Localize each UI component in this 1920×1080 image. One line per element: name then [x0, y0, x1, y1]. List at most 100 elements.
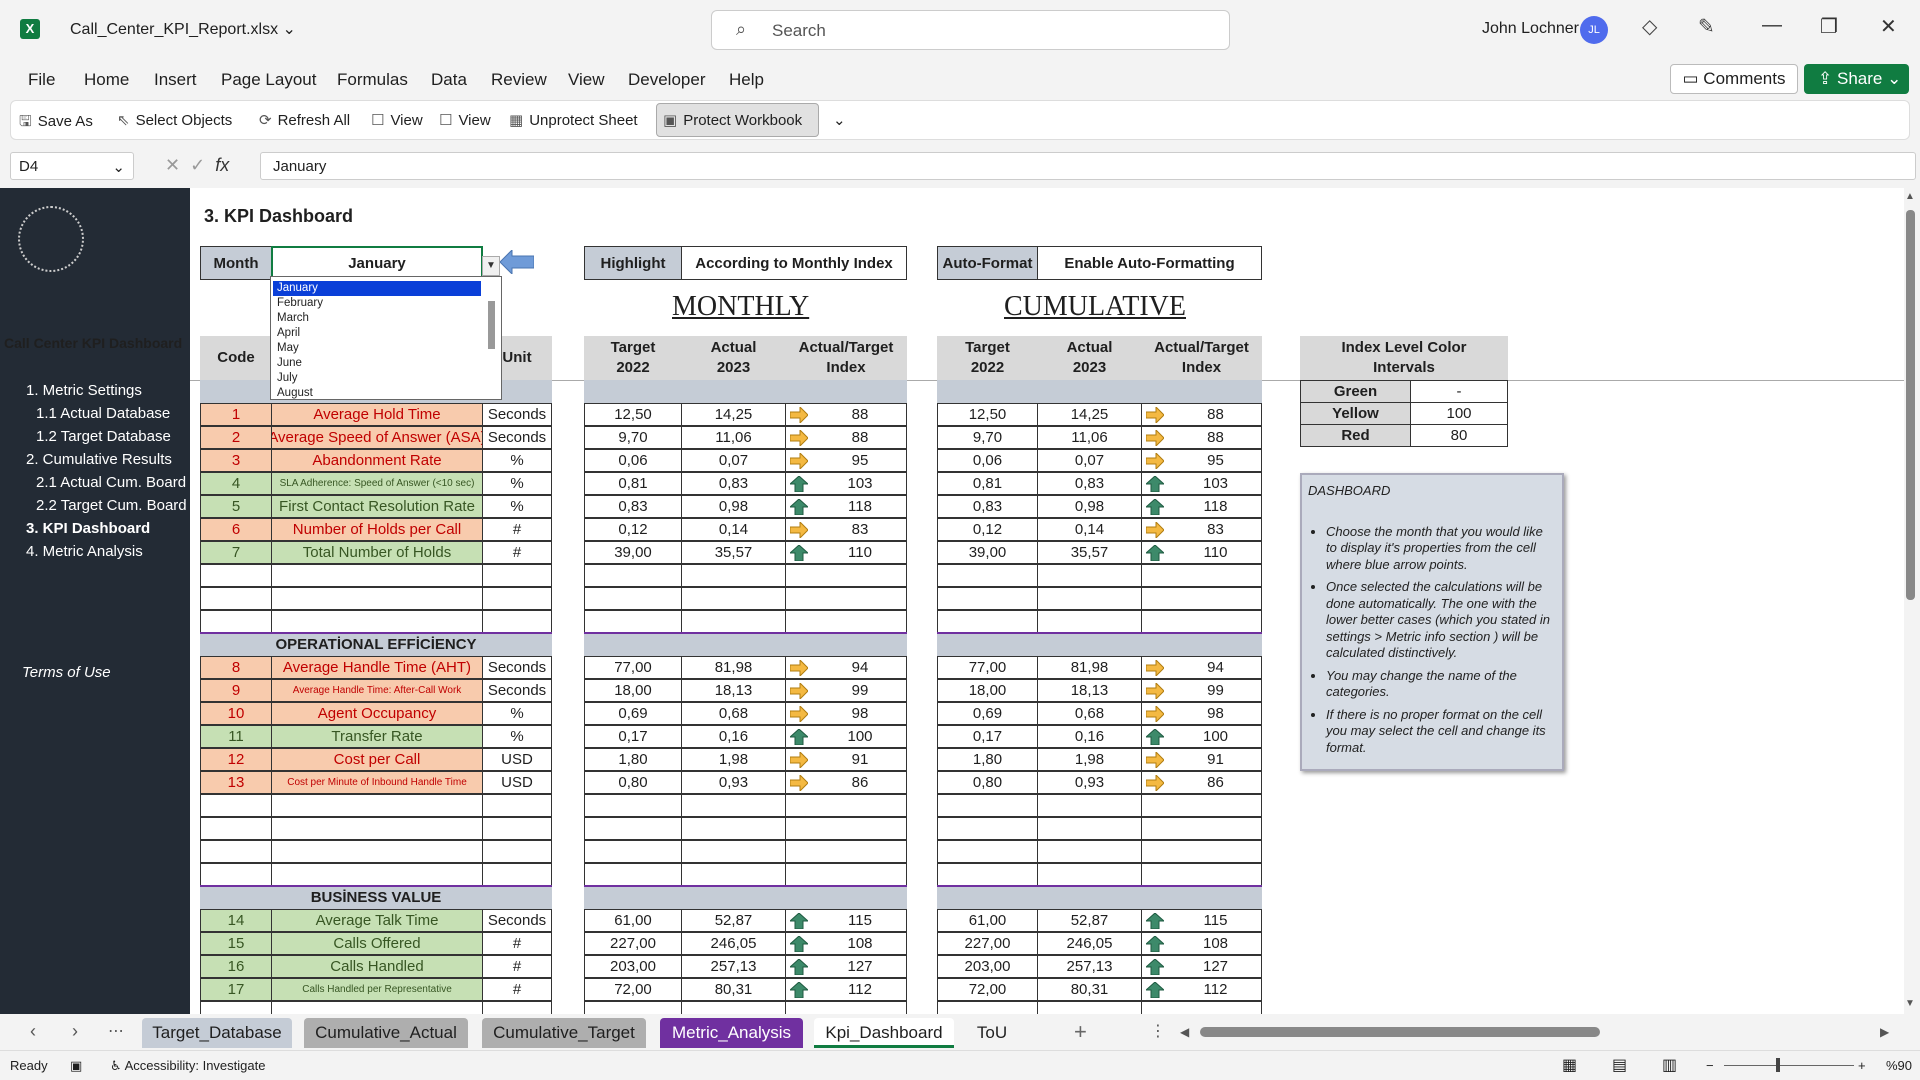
name-box[interactable]: D4 ⌄ — [10, 152, 134, 180]
empty-cell[interactable] — [681, 817, 786, 840]
nav-item-actual-database[interactable]: 1.1 Actual Database — [36, 405, 171, 422]
hscroll-left-icon[interactable]: ◀ — [1180, 1025, 1190, 1039]
empty-cell[interactable] — [1141, 610, 1262, 633]
fx-icon[interactable]: fx — [215, 155, 230, 175]
page-layout-view-icon[interactable]: ▤ — [1612, 1057, 1628, 1074]
dropdown-scrollbar[interactable] — [488, 301, 495, 349]
month-option-january[interactable]: January — [273, 281, 481, 296]
monthly-target[interactable]: 0,17 — [584, 725, 682, 748]
empty-cell[interactable] — [785, 610, 907, 633]
menu-home[interactable]: Home — [84, 70, 130, 89]
cum-actual[interactable]: 0,68 — [1037, 702, 1142, 725]
cum-target[interactable]: 39,00 — [937, 541, 1038, 564]
nav-item-cumulative-results[interactable]: 2. Cumulative Results — [26, 451, 172, 468]
monthly-target[interactable]: 0,12 — [584, 518, 682, 541]
cum-target[interactable]: 9,70 — [937, 426, 1038, 449]
cum-target[interactable]: 0,17 — [937, 725, 1038, 748]
empty-cell[interactable] — [681, 610, 786, 633]
empty-cell[interactable] — [937, 840, 1038, 863]
refresh-all-button[interactable]: ⟳ Refresh All — [259, 112, 351, 129]
monthly-target[interactable]: 12,50 — [584, 403, 682, 426]
interval-yellow-value[interactable]: 100 — [1410, 402, 1508, 425]
empty-cell[interactable] — [681, 587, 786, 610]
monthly-actual[interactable]: 0,07 — [681, 449, 786, 472]
comments-button[interactable]: ▭ Comments — [1670, 64, 1798, 94]
monthly-actual[interactable]: 11,06 — [681, 426, 786, 449]
close-button[interactable]: ✕ — [1880, 16, 1897, 38]
empty-cell[interactable] — [785, 794, 907, 817]
month-option-may[interactable]: May — [277, 342, 299, 354]
empty-cell[interactable] — [482, 564, 552, 587]
month-option-april[interactable]: April — [277, 327, 301, 339]
monthly-target[interactable]: 0,83 — [584, 495, 682, 518]
formula-input[interactable]: January — [260, 152, 1916, 180]
cum-target[interactable]: 203,00 — [937, 955, 1038, 978]
menu-file[interactable]: File — [28, 70, 56, 89]
monthly-target[interactable]: 72,00 — [584, 978, 682, 1001]
empty-cell[interactable] — [271, 794, 483, 817]
empty-cell[interactable] — [1037, 610, 1142, 633]
file-name[interactable]: Call_Center_KPI_Report.xlsx ⌄ — [70, 21, 296, 38]
menu-review[interactable]: Review — [491, 70, 547, 89]
monthly-actual[interactable]: 14,25 — [681, 403, 786, 426]
cum-target[interactable]: 61,00 — [937, 909, 1038, 932]
monthly-target[interactable]: 18,00 — [584, 679, 682, 702]
hscroll-right-icon[interactable]: ▶ — [1880, 1025, 1890, 1039]
monthly-actual[interactable]: 18,13 — [681, 679, 786, 702]
tab-cumulative-actual[interactable]: Cumulative_Actual — [304, 1018, 468, 1048]
empty-cell[interactable] — [200, 794, 272, 817]
empty-cell[interactable] — [785, 863, 907, 886]
empty-cell[interactable] — [200, 840, 272, 863]
empty-cell[interactable] — [200, 610, 272, 633]
empty-cell[interactable] — [200, 817, 272, 840]
empty-cell[interactable] — [1141, 794, 1262, 817]
dashboard-info-panel[interactable]: DASHBOARD Choose the month that you woul… — [1300, 473, 1564, 771]
month-option-february[interactable]: February — [277, 297, 324, 309]
empty-cell[interactable] — [785, 840, 907, 863]
empty-cell[interactable] — [1141, 564, 1262, 587]
menu-view[interactable]: View — [568, 70, 605, 89]
cum-target[interactable]: 18,00 — [937, 679, 1038, 702]
page-break-view-icon[interactable]: ▥ — [1662, 1057, 1678, 1074]
zoom-in-icon[interactable]: + — [1858, 1058, 1866, 1073]
zoom-slider-thumb[interactable] — [1776, 1058, 1780, 1072]
empty-cell[interactable] — [937, 564, 1038, 587]
empty-cell[interactable] — [482, 610, 552, 633]
month-option-march[interactable]: March — [277, 312, 309, 324]
empty-cell[interactable] — [937, 794, 1038, 817]
cum-actual[interactable]: 0,16 — [1037, 725, 1142, 748]
cum-actual[interactable]: 246,05 — [1037, 932, 1142, 955]
menu-page-layout[interactable]: Page Layout — [221, 70, 317, 89]
zoom-slider[interactable] — [1724, 1065, 1854, 1066]
cum-actual[interactable]: 0,14 — [1037, 518, 1142, 541]
enter-icon[interactable]: ✓ — [190, 155, 206, 175]
monthly-actual[interactable]: 0,93 — [681, 771, 786, 794]
cum-actual[interactable]: 80,31 — [1037, 978, 1142, 1001]
tab-target-database[interactable]: Target_Database — [142, 1018, 292, 1048]
month-select[interactable]: January — [271, 246, 483, 280]
empty-cell[interactable] — [271, 863, 483, 886]
monthly-actual[interactable]: 81,98 — [681, 656, 786, 679]
cum-actual[interactable]: 0,07 — [1037, 449, 1142, 472]
tab-tou[interactable]: ToU — [966, 1018, 1018, 1048]
monthly-actual[interactable]: 0,98 — [681, 495, 786, 518]
scroll-up-icon[interactable]: ▲ — [1905, 191, 1915, 202]
cum-target[interactable]: 77,00 — [937, 656, 1038, 679]
cancel-icon[interactable]: ✕ — [165, 155, 181, 175]
nav-item-target-cum-board[interactable]: 2.2 Target Cum. Board — [36, 497, 187, 514]
cum-target[interactable]: 0,80 — [937, 771, 1038, 794]
protect-workbook-button[interactable]: ▣ Protect Workbook — [663, 112, 803, 129]
menu-data[interactable]: Data — [431, 70, 467, 89]
empty-cell[interactable] — [200, 564, 272, 587]
empty-cell[interactable] — [1037, 817, 1142, 840]
month-option-june[interactable]: June — [277, 357, 302, 369]
cum-actual[interactable]: 0,98 — [1037, 495, 1142, 518]
empty-cell[interactable] — [271, 817, 483, 840]
empty-cell[interactable] — [482, 840, 552, 863]
diamond-icon[interactable]: ◇ — [1642, 16, 1658, 38]
nav-item-metric-analysis[interactable]: 4. Metric Analysis — [26, 543, 143, 560]
monthly-target[interactable]: 203,00 — [584, 955, 682, 978]
empty-cell[interactable] — [271, 610, 483, 633]
empty-cell[interactable] — [1037, 840, 1142, 863]
monthly-actual[interactable]: 0,83 — [681, 472, 786, 495]
